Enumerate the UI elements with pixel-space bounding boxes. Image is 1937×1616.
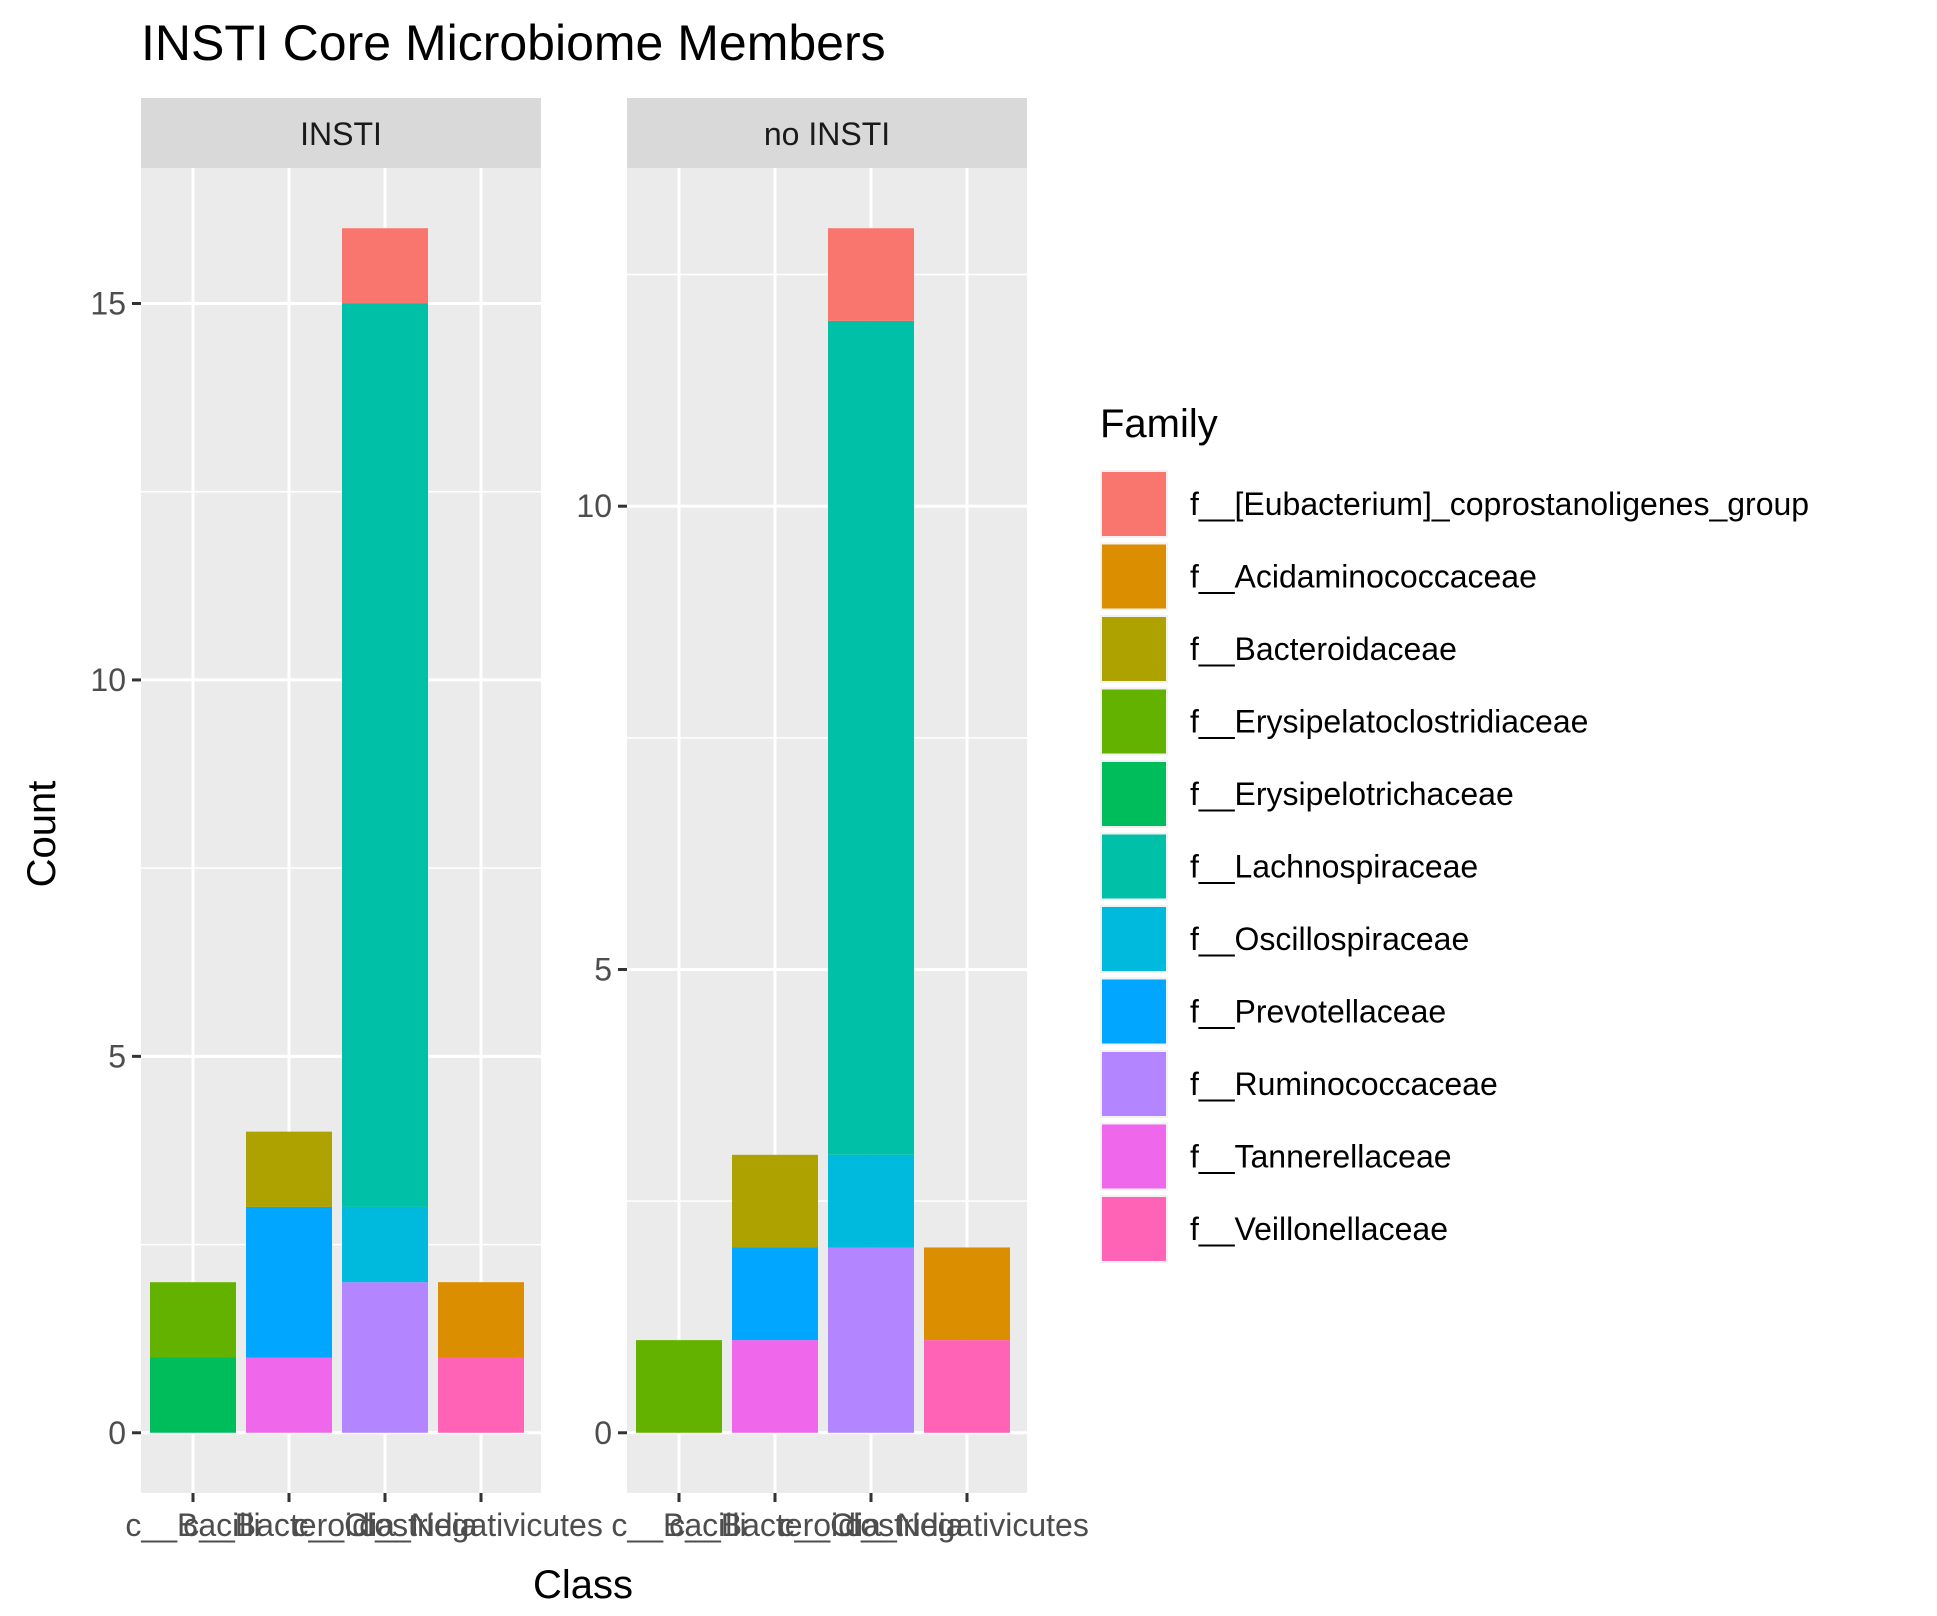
legend-label: f__Oscillospiraceae (1190, 921, 1469, 957)
facet-panels: INSTI051015c__Bacillic__Bacteroidiac__Cl… (90, 98, 1089, 1543)
y-tick-label: 5 (108, 1038, 126, 1074)
legend-swatch (1102, 544, 1166, 609)
legend-swatch (1102, 689, 1166, 754)
legend: Family f__[Eubacterium]_coprostanoligene… (1100, 402, 1809, 1263)
y-tick-label: 0 (594, 1415, 612, 1451)
bar-segment (732, 1340, 818, 1433)
legend-label: f__Erysipelatoclostridiaceae (1190, 704, 1588, 740)
legend-swatch (1102, 907, 1166, 971)
bar-segment (246, 1131, 332, 1207)
y-tick-label: 10 (90, 662, 126, 698)
bar-segment (438, 1357, 524, 1433)
legend-label: f__Erysipelotrichaceae (1190, 776, 1514, 812)
y-tick-label: 15 (90, 286, 126, 322)
bar-segment (828, 1154, 914, 1248)
facet-strip-label: no INSTI (764, 116, 890, 152)
bar-segment (732, 1154, 818, 1248)
bar-segment (342, 228, 428, 304)
facet-panel-1: no INSTI 0 5 10 c__Bacillic__Bacteroidiac__C… (576, 98, 1089, 1543)
y-tick-label: 10 (576, 488, 612, 524)
facet-strip (141, 98, 541, 168)
x-tick-label: c__Clostridia (293, 1507, 478, 1543)
y-tick-label: 5 (594, 951, 612, 987)
bar-segment (924, 1247, 1010, 1341)
facet-strip-label: INSTI (300, 116, 382, 152)
facet-panel-0: INSTI 0 5 10 15 c__Bacillic__Bacteroidiac__Cl… (90, 98, 603, 1543)
x-axis-title: Class (533, 1563, 633, 1607)
bar-segment (150, 1282, 236, 1358)
bar-segment (924, 1340, 1010, 1433)
bar-segment (828, 320, 914, 1155)
legend-swatch (1102, 472, 1166, 536)
bar-segment (342, 1282, 428, 1433)
bar-segment (438, 1282, 524, 1358)
legend-label: f__Tannerellaceae (1190, 1139, 1452, 1175)
legend-swatch (1102, 834, 1166, 899)
bar-segment (150, 1357, 236, 1433)
x-tick-label: c__Bacilli (125, 1507, 260, 1543)
y-axis-title: Count (20, 781, 64, 888)
legend-title: Family (1100, 402, 1218, 446)
legend-swatch (1102, 617, 1166, 681)
chart-title: INSTI Core Microbiome Members (141, 15, 886, 71)
legend-swatch (1102, 1052, 1166, 1116)
bar-segment (828, 228, 914, 321)
legend-swatch (1102, 979, 1166, 1044)
x-tick-label: c__Bacilli (611, 1507, 746, 1543)
legend-label: f__Ruminococcaceae (1190, 1066, 1498, 1102)
bar-segment (732, 1247, 818, 1341)
legend-entries: f__[Eubacterium]_coprostanoligenes_group… (1100, 470, 1809, 1263)
panel-background (141, 168, 541, 1493)
legend-label: f__Bacteroidaceae (1190, 631, 1457, 667)
facet-strip (627, 98, 1027, 168)
x-tick-label: c__Negativicutes (845, 1507, 1089, 1543)
legend-label: f__Prevotellaceae (1190, 994, 1446, 1030)
bar-segment (636, 1340, 722, 1433)
legend-label: f__Lachnospiraceae (1190, 849, 1478, 885)
y-tick-label: 0 (108, 1415, 126, 1451)
legend-swatch (1102, 1197, 1166, 1261)
bar-segment (342, 1206, 428, 1283)
bar-segment (342, 303, 428, 1207)
bar-segment (246, 1206, 332, 1358)
legend-swatch (1102, 1124, 1166, 1189)
x-tick-label: c__Clostridia (779, 1507, 964, 1543)
x-tick-label: c__Bacteroidia (183, 1507, 395, 1543)
legend-label: f__Acidaminococcaceae (1190, 559, 1537, 595)
bar-segment (828, 1247, 914, 1433)
x-tick-label: c__Bacteroidia (669, 1507, 881, 1543)
legend-label: f__Veillonellaceae (1190, 1211, 1448, 1247)
legend-swatch (1102, 762, 1166, 826)
legend-label: f__[Eubacterium]_coprostanoligenes_group (1190, 486, 1809, 522)
x-tick-label: c__Negativicutes (359, 1507, 603, 1543)
bar-segment (246, 1357, 332, 1433)
